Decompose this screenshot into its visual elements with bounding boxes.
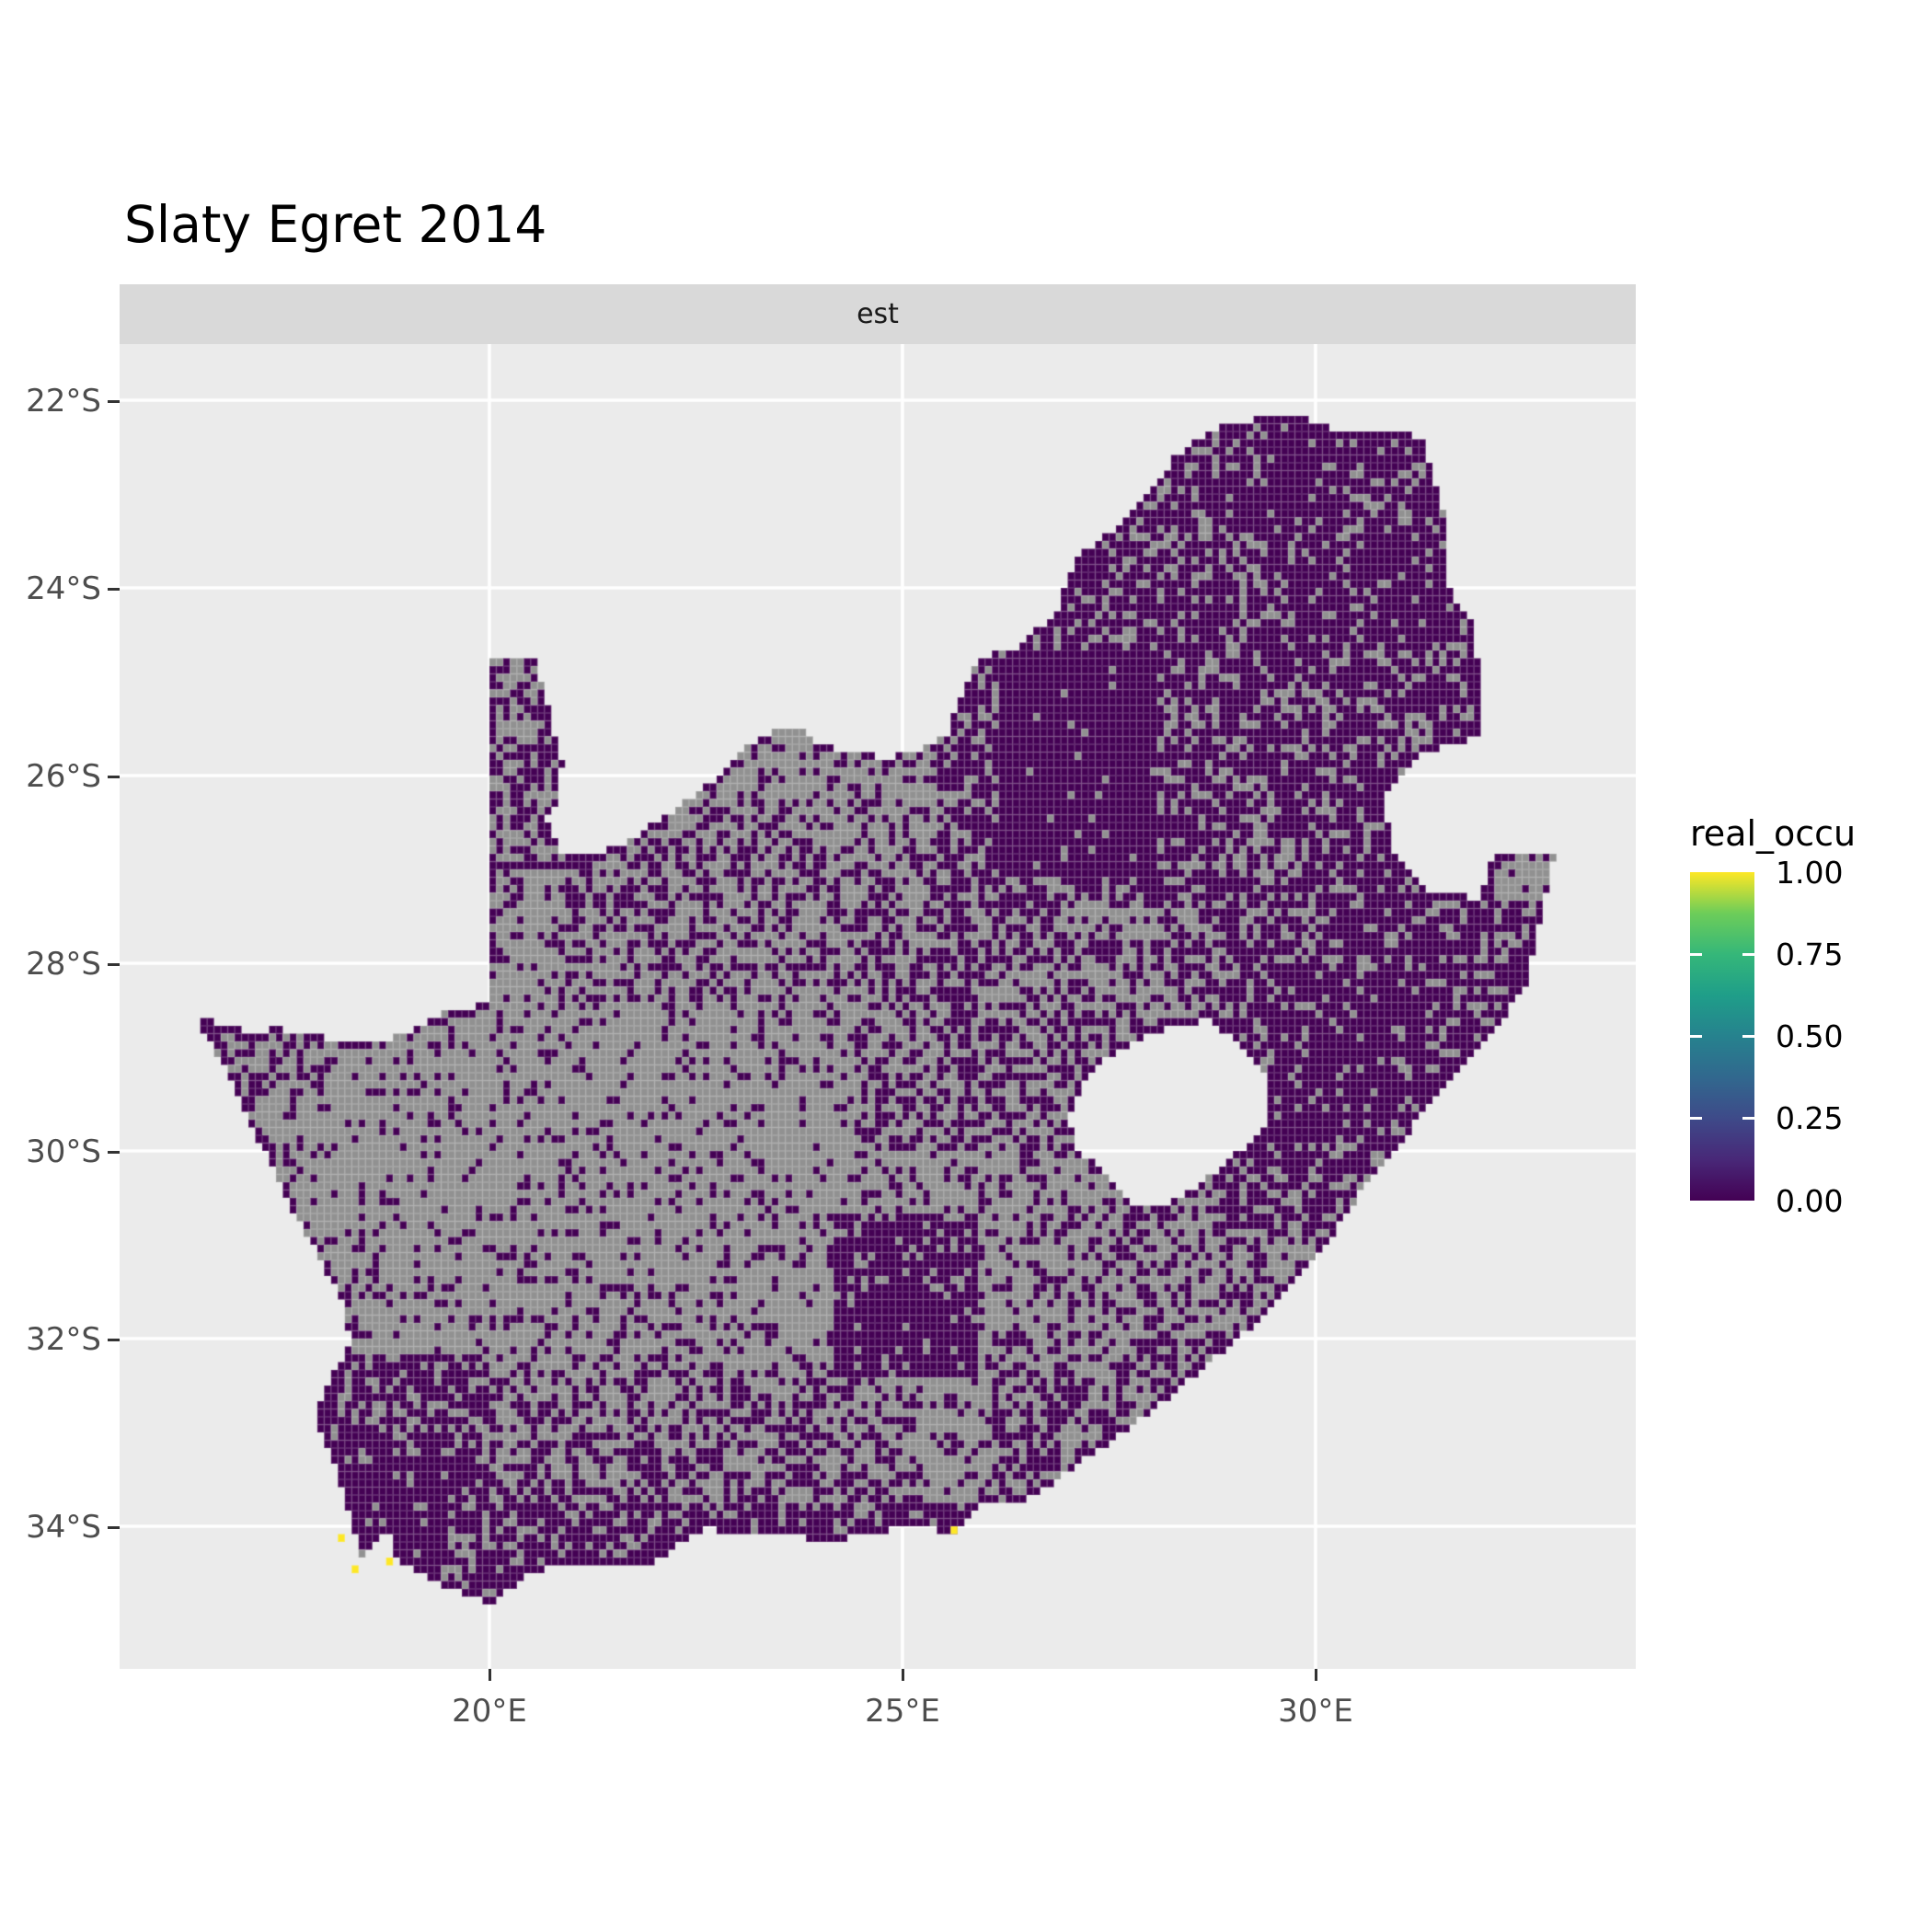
legend-colorbar [1690,872,1754,1201]
y-axis-tick-label: 24°S [26,570,101,607]
legend-tick [1742,1117,1754,1120]
x-axis-tick [489,1669,491,1681]
plot-title: Slaty Egret 2014 [124,195,547,254]
legend-tick [1690,1117,1702,1120]
x-axis-tick-label: 20°E [452,1693,527,1730]
facet-strip: est [120,284,1636,344]
legend-tick [1690,953,1702,956]
legend-label: 0.75 [1776,937,1844,972]
y-axis-tick [108,1339,120,1341]
legend-label: 0.25 [1776,1100,1844,1136]
legend-label: 0.00 [1776,1183,1844,1219]
map-canvas [120,344,1636,1669]
x-axis-tick [1315,1669,1317,1681]
legend-title: real_occu [1690,813,1857,854]
y-axis-tick [108,963,120,966]
plot-panel [120,344,1636,1669]
y-axis-tick [108,400,120,403]
x-axis-tick-label: 25°E [865,1693,940,1730]
x-axis-tick-label: 30°E [1278,1693,1353,1730]
y-axis-tick-label: 26°S [26,758,101,795]
facet-label: est [857,298,899,330]
legend-tick [1742,1035,1754,1038]
legend-label: 1.00 [1776,855,1844,891]
y-axis-tick-label: 34°S [26,1509,101,1546]
legend-tick [1742,953,1754,956]
legend-label: 0.50 [1776,1018,1844,1054]
legend-tick [1690,1035,1702,1038]
y-axis-tick-label: 28°S [26,946,101,983]
y-axis-tick-label: 32°S [26,1321,101,1358]
x-axis-tick [902,1669,904,1681]
y-axis-tick [108,776,120,778]
y-axis-tick-label: 22°S [26,383,101,420]
y-axis-tick [108,1151,120,1154]
y-axis-tick [108,588,120,591]
y-axis-tick-label: 30°S [26,1133,101,1170]
y-axis-tick [108,1526,120,1529]
